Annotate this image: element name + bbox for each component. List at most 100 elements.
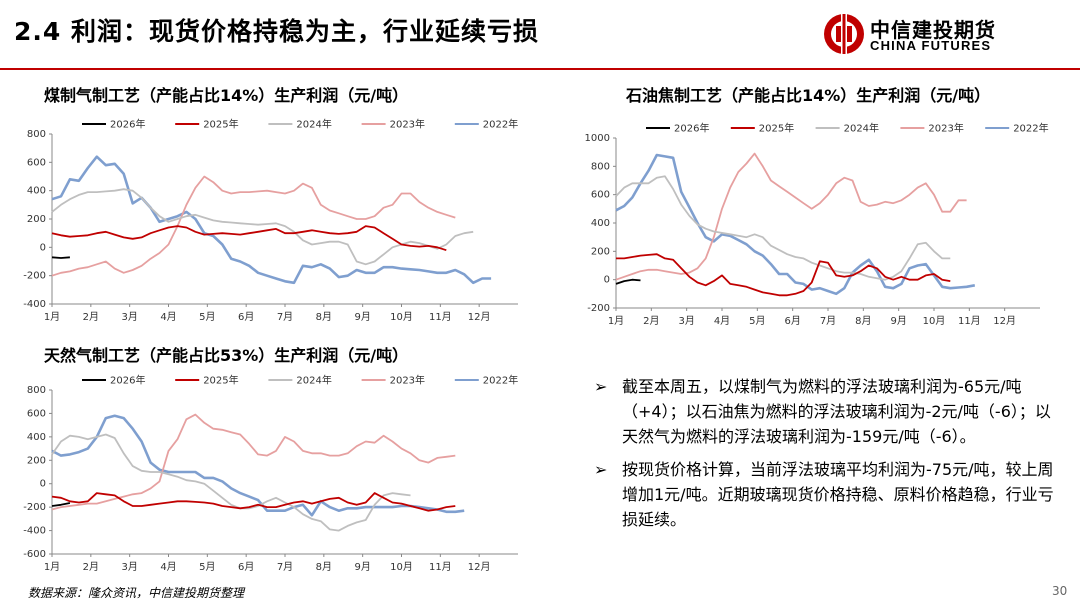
x-tick-label: 2月 xyxy=(643,315,659,327)
page-title: 2.4 利润：现货价格持稳为主，行业延续亏损 xyxy=(14,17,539,46)
series-line xyxy=(51,175,456,277)
legend-label: 2025年 xyxy=(759,122,794,135)
legend-label: 2023年 xyxy=(390,118,425,131)
x-tick-label: 7月 xyxy=(277,561,293,573)
series-line xyxy=(615,152,967,281)
legend-label: 2024年 xyxy=(296,118,331,131)
y-tick-label: 200 xyxy=(27,214,46,225)
chart-title-gas: 天然气制工艺（产能占比53%）生产利润（元/吨） xyxy=(44,346,409,365)
chart-title-coal: 煤制气制工艺（产能占比14%）生产利润（元/吨） xyxy=(44,86,409,105)
x-tick-label: 11月 xyxy=(429,311,452,323)
series-line xyxy=(616,253,951,297)
x-tick-label: 1月 xyxy=(44,561,60,573)
y-tick-label: -200 xyxy=(23,271,46,282)
x-tick-label: 4月 xyxy=(160,561,176,573)
x-tick-label: 4月 xyxy=(714,315,730,327)
x-tick-label: 3月 xyxy=(121,561,137,573)
y-tick-label: 800 xyxy=(27,385,46,396)
chart-coke-profit: -200 0 200 400 600 800 1000 1月 2月 3月 4月 5月 6月 7月 8月 9月 1… xyxy=(585,122,1049,328)
x-tick-label: 8月 xyxy=(316,561,332,573)
y-tick-label: 0 xyxy=(40,242,46,253)
x-tick-label: 5月 xyxy=(749,315,765,327)
x-tick-label: 4月 xyxy=(160,311,176,323)
legend-label: 2023年 xyxy=(390,374,425,387)
arrow-bullet-icon: ➢ xyxy=(594,377,608,396)
legend-label: 2022年 xyxy=(483,118,518,131)
y-tick-label: -600 xyxy=(23,549,46,560)
bullet-item: ➢ 按现货价格计算，当前浮法玻璃平均利润为-75元/吨，较上周增加1元/吨。近期… xyxy=(594,457,1054,532)
legend-label: 2026年 xyxy=(110,118,145,131)
x-tick-label: 9月 xyxy=(354,311,370,323)
y-tick-label: -200 xyxy=(23,502,46,513)
x-tick-label: 1月 xyxy=(44,311,60,323)
legend-label: 2025年 xyxy=(203,374,238,387)
x-tick-label: 3月 xyxy=(121,311,137,323)
series-line xyxy=(51,433,411,532)
y-tick-label: 1000 xyxy=(585,133,610,144)
series-line xyxy=(51,502,71,507)
x-tick-label: 7月 xyxy=(277,311,293,323)
x-tick-label: 5月 xyxy=(199,561,215,573)
x-tick-label: 8月 xyxy=(316,311,332,323)
logo-english-name: CHINA FUTURES xyxy=(870,38,992,53)
x-tick-label: 10月 xyxy=(923,315,946,327)
x-tick-label: 12月 xyxy=(993,315,1016,327)
y-tick-label: 400 xyxy=(27,432,46,443)
bullet-item: ➢ 截至本周五，以煤制气为燃料的浮法玻璃利润为-65元/吨（+4）；以石油焦为燃… xyxy=(594,374,1054,449)
y-tick-label: -200 xyxy=(587,303,610,314)
legend-label: 2022年 xyxy=(1013,122,1048,135)
bullet-text: 截至本周五，以煤制气为燃料的浮法玻璃利润为-65元/吨（+4）；以石油焦为燃料的… xyxy=(622,377,1051,446)
legend-label: 2025年 xyxy=(203,118,238,131)
series-line xyxy=(615,175,951,281)
x-tick-label: 11月 xyxy=(429,561,452,573)
y-tick-label: 800 xyxy=(591,161,610,172)
legend-label: 2026年 xyxy=(674,122,709,135)
y-tick-label: 200 xyxy=(27,455,46,466)
legend-label: 2026年 xyxy=(110,374,145,387)
x-tick-label: 11月 xyxy=(958,315,981,327)
chart-gas-profit: -600 -400 -200 0 200 400 600 800 1月 2月 3月 4月 5月 6月 7月 8… xyxy=(23,374,518,574)
arrow-bullet-icon: ➢ xyxy=(594,460,608,479)
series-line xyxy=(51,492,456,512)
legend-label: 2023年 xyxy=(928,122,963,135)
x-tick-label: 12月 xyxy=(468,311,491,323)
y-tick-label: 0 xyxy=(604,275,610,286)
x-tick-label: 7月 xyxy=(820,315,836,327)
header-divider xyxy=(0,68,1080,70)
y-tick-label: 400 xyxy=(27,186,46,197)
y-tick-label: 600 xyxy=(27,408,46,419)
y-tick-label: 0 xyxy=(40,479,46,490)
x-tick-label: 12月 xyxy=(468,561,491,573)
x-tick-label: 9月 xyxy=(354,561,370,573)
x-tick-label: 9月 xyxy=(890,315,906,327)
x-tick-label: 10月 xyxy=(390,561,413,573)
chart-title-coke: 石油焦制工艺（产能占比14%）生产利润（元/吨） xyxy=(626,86,991,105)
legend-label: 2024年 xyxy=(296,374,331,387)
company-logo: 中信建投期货 CHINA FUTURES xyxy=(822,12,1062,58)
series-line xyxy=(51,256,70,259)
series-line xyxy=(51,188,474,266)
page-number: 30 xyxy=(1052,584,1068,598)
y-tick-label: 600 xyxy=(591,190,610,201)
x-tick-label: 3月 xyxy=(678,315,694,327)
bullet-text: 按现货价格计算，当前浮法玻璃平均利润为-75元/吨，较上周增加1元/吨。近期玻璃… xyxy=(622,460,1054,529)
x-tick-label: 10月 xyxy=(390,311,413,323)
citic-logo-icon xyxy=(824,14,864,54)
y-tick-label: -400 xyxy=(23,299,46,310)
chart-coal-profit: -400 -200 0 200 400 600 800 1月 2月 3月 4月 5月 6月 7月 8月 9月 1… xyxy=(23,118,518,324)
series-line xyxy=(615,153,976,296)
y-tick-label: 400 xyxy=(591,218,610,229)
x-tick-label: 5月 xyxy=(199,311,215,323)
x-tick-label: 6月 xyxy=(238,311,254,323)
x-tick-label: 6月 xyxy=(784,315,800,327)
x-tick-label: 1月 xyxy=(608,315,624,327)
legend-label: 2022年 xyxy=(483,374,518,387)
y-tick-label: 800 xyxy=(27,129,46,140)
x-tick-label: 8月 xyxy=(855,315,871,327)
y-tick-label: 600 xyxy=(27,157,46,168)
x-tick-label: 2月 xyxy=(83,311,99,323)
x-tick-label: 6月 xyxy=(238,561,254,573)
logo-chinese-name: 中信建投期货 xyxy=(870,18,996,42)
y-tick-label: 200 xyxy=(591,246,610,257)
legend-label: 2024年 xyxy=(844,122,879,135)
